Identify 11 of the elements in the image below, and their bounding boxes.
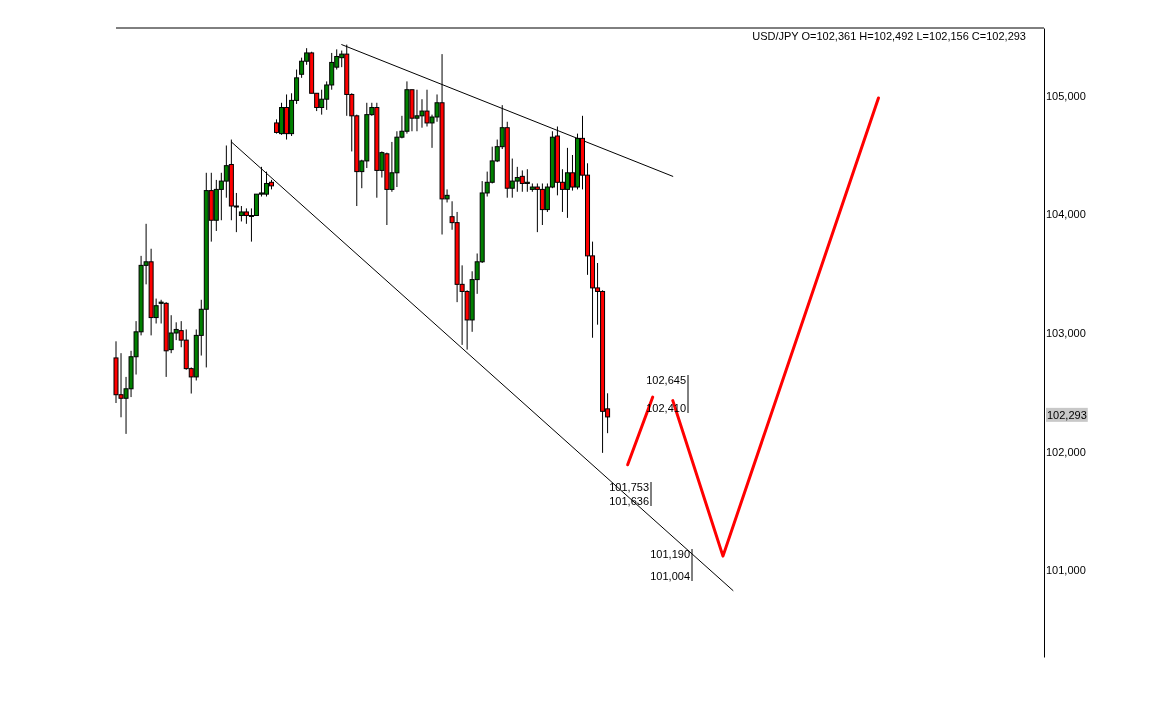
candlestick [524, 168, 530, 193]
y-tick-label: 104,000 [1046, 208, 1086, 221]
y-tick-label: 101,000 [1046, 564, 1086, 577]
annotation: 101,004 [650, 569, 690, 582]
annotation: 102,645 [646, 373, 686, 386]
y-tick-label: 102,000 [1046, 445, 1086, 458]
y-tick-label: 103,000 [1046, 327, 1086, 340]
text: 102,293 [1047, 408, 1087, 421]
annotation: 101,190 [650, 547, 690, 560]
chart-title: USD/JPY O=102,361 H=102,492 L=102,156 C=102,293 [752, 30, 1026, 42]
y-tick-label: 105,000 [1046, 89, 1086, 102]
